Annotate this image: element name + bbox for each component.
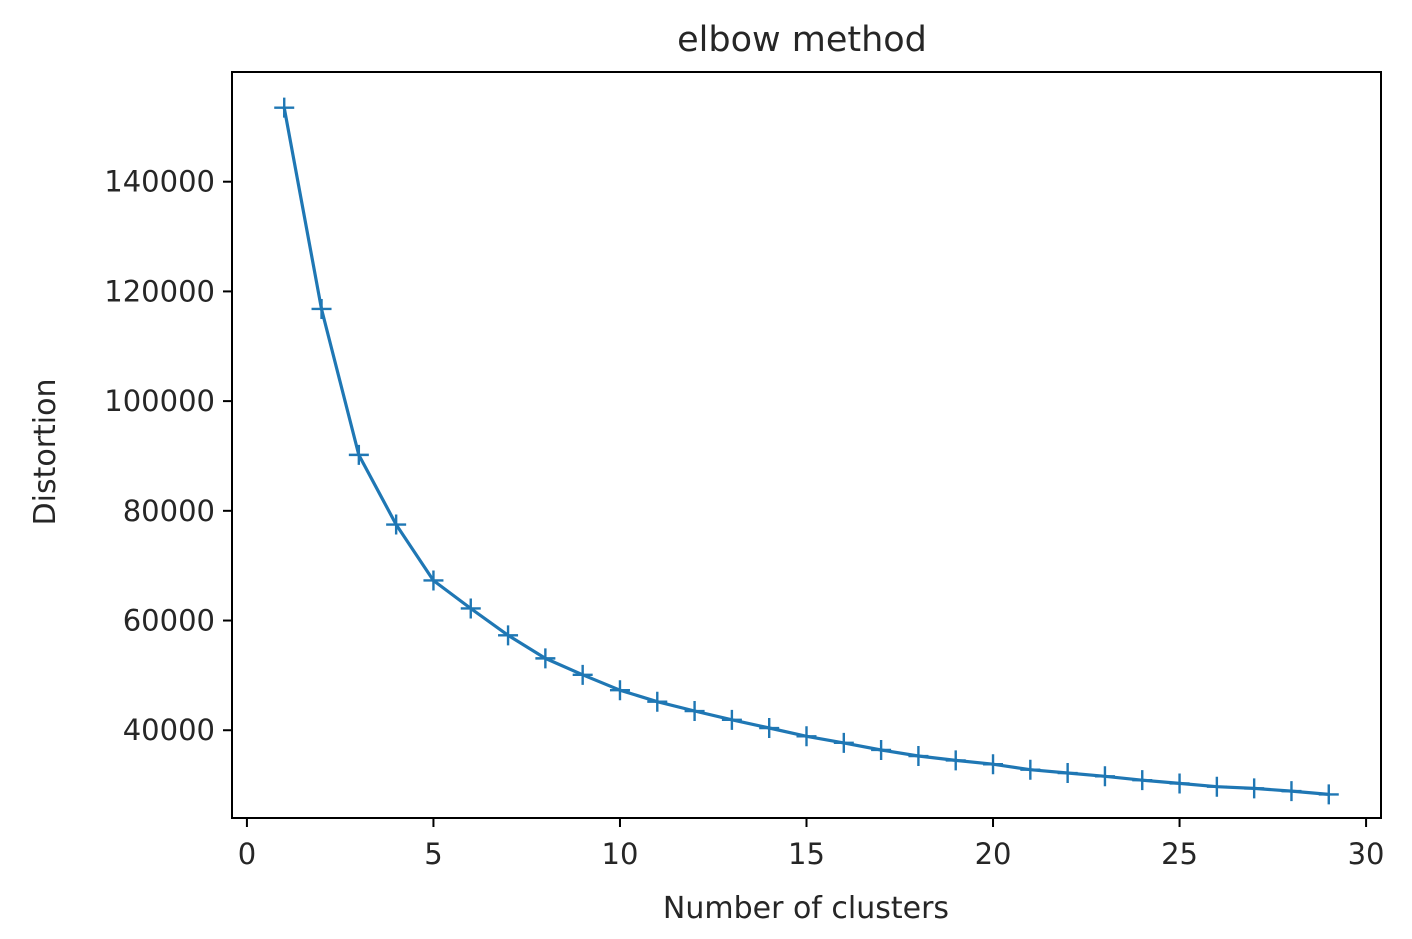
data-point-marker xyxy=(460,598,481,619)
data-point-marker xyxy=(609,680,630,701)
x-tick-label: 20 xyxy=(975,837,1012,871)
y-tick-label: 40000 xyxy=(123,713,215,747)
data-point-marker xyxy=(423,570,444,591)
data-point-marker xyxy=(1281,781,1302,802)
axes-layer: 0 5 10 15 20 25 30 40000 60000 80000 100000 120000 1… xyxy=(104,165,1384,871)
data-point-marker xyxy=(759,718,780,739)
data-point-marker xyxy=(684,701,705,722)
data-point-marker xyxy=(348,444,369,465)
data-point-marker xyxy=(871,739,892,760)
data-point-marker xyxy=(1244,778,1265,799)
data-point-marker xyxy=(1094,766,1115,787)
x-tick-label: 10 xyxy=(602,837,639,871)
data-point-marker xyxy=(498,625,519,646)
x-tick-label: 5 xyxy=(424,837,442,871)
x-tick-label: 0 xyxy=(238,837,256,871)
data-point-marker xyxy=(945,750,966,771)
x-tick-label: 25 xyxy=(1161,837,1198,871)
plot-frame xyxy=(231,71,1382,819)
chart-title: elbow method xyxy=(677,20,927,60)
x-tick-label: 30 xyxy=(1348,837,1385,871)
y-tick-label: 80000 xyxy=(123,494,215,528)
data-point-marker xyxy=(796,726,817,747)
data-point-marker xyxy=(1318,784,1339,805)
series-line xyxy=(282,106,1331,797)
data-point-marker xyxy=(1020,759,1041,780)
data-point-marker xyxy=(311,298,332,319)
data-point-marker xyxy=(1206,776,1227,797)
y-tick-label: 140000 xyxy=(104,165,215,199)
data-point-marker xyxy=(647,691,668,712)
data-point-marker xyxy=(1057,763,1078,784)
y-tick-label: 120000 xyxy=(104,274,215,308)
y-tick-label: 60000 xyxy=(123,604,215,638)
data-point-marker xyxy=(1132,770,1153,791)
x-axis-title: Number of clusters xyxy=(663,891,949,926)
data-point-marker xyxy=(908,746,929,767)
data-point-marker xyxy=(274,97,295,118)
data-point-marker xyxy=(535,648,556,669)
data-point-marker xyxy=(721,709,742,730)
data-point-marker xyxy=(572,664,593,685)
x-tick-label: 15 xyxy=(788,837,825,871)
data-layer xyxy=(274,97,1339,805)
y-axis-title: Distortion xyxy=(28,379,63,526)
data-point-marker xyxy=(983,754,1004,775)
data-point-marker xyxy=(833,732,854,753)
data-point-marker xyxy=(386,514,407,535)
data-point-marker xyxy=(1169,773,1190,794)
y-tick-label: 100000 xyxy=(104,384,215,418)
